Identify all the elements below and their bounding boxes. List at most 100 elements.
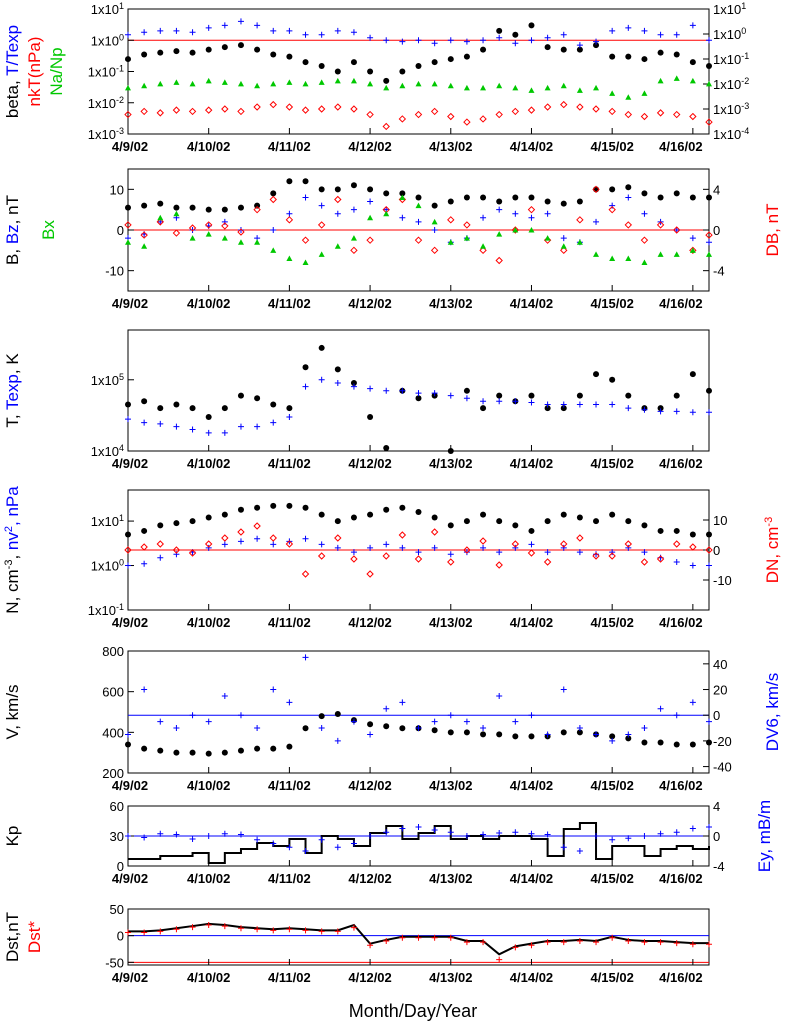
series-texp-point [189, 426, 196, 433]
left-tick-label: 0 [117, 859, 124, 874]
series-db-point [172, 229, 181, 237]
series-ey-point [350, 840, 357, 847]
series-b-point [125, 204, 131, 211]
tick-exponent: -1 [116, 602, 124, 612]
series-dst--point [544, 939, 551, 946]
series-ey-point [302, 848, 309, 854]
series-dn-point [221, 534, 229, 542]
x-tick-label: 4/10/02 [187, 296, 230, 311]
y-axis-title: V, km/s [3, 684, 22, 739]
series-ey-point [447, 829, 454, 836]
x-tick-label: 4/11/02 [268, 970, 311, 985]
series-b-point [205, 206, 212, 213]
y-axis-title-right: Ey, mB/m [755, 800, 774, 872]
series-beta-point [673, 51, 680, 58]
series-nkt-npa--point [543, 103, 552, 111]
left-tick-label: 1x100 [91, 32, 124, 48]
series-t-texp-point [334, 27, 341, 34]
x-tick-label: 4/15/02 [590, 871, 633, 886]
left-tick-label: 600 [102, 685, 124, 700]
series-b-point [302, 178, 309, 185]
series-na-np-point [560, 82, 567, 89]
series-nkt-npa--point [221, 105, 229, 113]
left-tick-label: 60 [110, 799, 124, 814]
series-dv6-point [689, 699, 696, 706]
series-texp-point [673, 408, 680, 415]
series-t-point [157, 405, 164, 412]
series-bz-point [221, 218, 228, 225]
series-dv6-point [157, 718, 164, 725]
tick-base: 1x10 [91, 2, 119, 17]
series-t-point [528, 392, 535, 399]
series-b-point [157, 200, 164, 207]
tick-base: 1x10 [91, 444, 119, 459]
series-b-point [480, 194, 487, 201]
series-v-point [334, 711, 341, 718]
series-n-point [286, 502, 293, 509]
left-tick-label: 10 [110, 182, 124, 197]
right-tick-label: 1x10-4 [713, 126, 749, 142]
series-na-np-point [463, 84, 470, 91]
series-n-point [157, 522, 164, 529]
series-nkt-npa--point [640, 112, 649, 121]
series-t-texp-point [706, 37, 712, 44]
series-nv2-point [141, 560, 148, 567]
series-v-point [512, 733, 519, 740]
series-dst--point [173, 926, 180, 933]
y-axis-title-right-part-0: DB, nT [763, 204, 782, 257]
x-axis-title: Month/Day/Year [349, 1001, 477, 1021]
series-db-point [237, 228, 245, 236]
tick-base: 1x10 [713, 127, 741, 142]
left-tick-label: -10 [105, 264, 124, 279]
series-nv2-point [528, 541, 535, 548]
series-nkt-npa--point [414, 110, 423, 119]
series-ey-point [641, 833, 648, 839]
series-t-texp-point [415, 37, 422, 44]
series-dst--point [576, 938, 583, 944]
series-n-point [189, 518, 196, 525]
x-tick-label: 4/12/02 [348, 296, 391, 311]
series-na-np-point [625, 94, 632, 100]
series-nkt-npa--point [317, 105, 326, 113]
x-tick-label: 4/11/02 [268, 456, 311, 471]
y-axis-title-part-1: T/Texp [3, 25, 22, 76]
series-b-point [350, 182, 357, 189]
series-dv6-point [286, 699, 293, 706]
left-tick-label: 1x10-1 [88, 602, 124, 618]
series-dst--point [560, 939, 567, 946]
series-v-point [270, 745, 277, 752]
series-dv6-point [576, 725, 583, 732]
series-nv2-point [383, 541, 390, 548]
series-v-point [528, 733, 535, 740]
series-t-point [463, 387, 470, 394]
series-t-texp-point [205, 24, 212, 31]
series-n-point [625, 518, 632, 525]
series-beta-point [480, 46, 487, 53]
series-nv2-point [431, 544, 438, 551]
series-b-point [528, 194, 535, 201]
series-n-point [383, 506, 390, 513]
series-v-point [431, 727, 438, 734]
x-tick-label: 4/14/02 [510, 778, 553, 793]
series-ey-point [221, 830, 228, 837]
series-bz-point [609, 202, 616, 209]
series-beta-point [706, 62, 712, 69]
series-t-point [141, 398, 148, 405]
series-na-np-point [609, 90, 616, 96]
series-dv6-point [431, 718, 438, 725]
series-dv6-point [270, 686, 277, 693]
series-dn-point [656, 555, 665, 563]
series-dv6-point [641, 725, 648, 732]
y-axis-title-3-part-0: Na/Np [47, 47, 66, 95]
y-axis-title-2: Dst* [25, 921, 44, 954]
series-dn-point [608, 552, 616, 560]
series-bx-point [609, 255, 616, 261]
series-na-np-point [141, 82, 148, 89]
x-tick-label: 4/16/02 [659, 871, 702, 886]
series-b-point [641, 190, 648, 197]
series-dn-point [253, 522, 261, 530]
series-v-point [125, 741, 131, 748]
series-beta-point [125, 56, 131, 63]
series-beta-point [544, 44, 551, 51]
series-na-np-point [302, 80, 309, 87]
